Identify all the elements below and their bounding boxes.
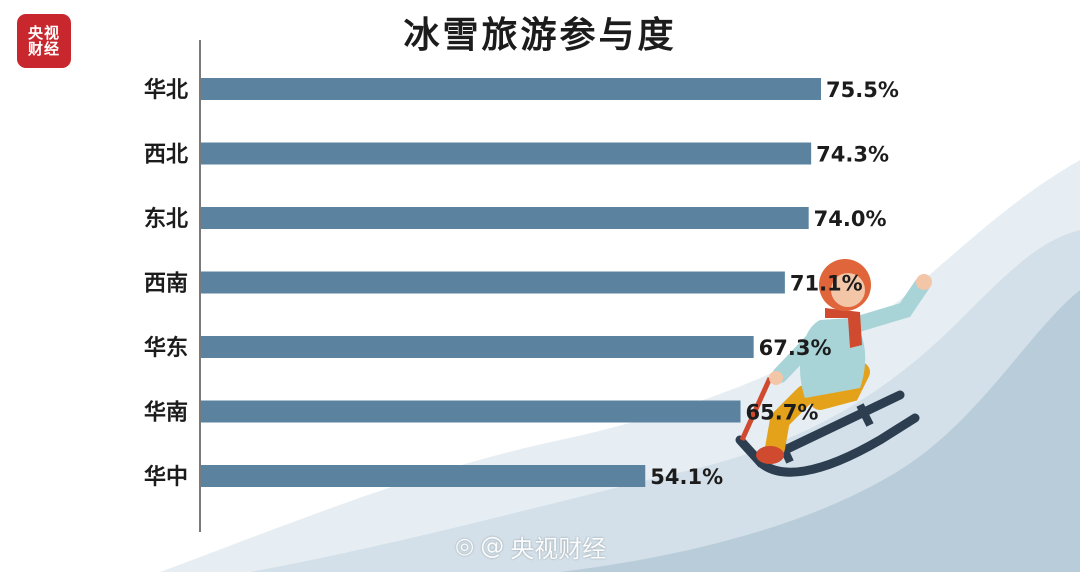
- bar-6: [201, 465, 646, 487]
- category-label-2: 东北: [144, 206, 188, 232]
- category-label-3: 西南: [144, 272, 188, 297]
- category-label-5: 华南: [144, 400, 188, 426]
- weibo-icon: ◎: [455, 533, 475, 559]
- bar-3: [201, 271, 785, 294]
- bar-2: [201, 207, 809, 229]
- category-label-6: 华中: [144, 464, 188, 490]
- cctv-finance-logo: 央视财经: [17, 14, 71, 68]
- watermark-at: @: [480, 532, 505, 560]
- category-label-1: 西北: [144, 143, 188, 168]
- chart-title: 冰雪旅游参与度: [403, 15, 677, 56]
- sled-rider-figure: [735, 259, 932, 477]
- bar-5: [201, 400, 741, 423]
- value-label-6: 54.1%: [650, 465, 723, 489]
- logo-text: 央视财经: [27, 24, 60, 58]
- snow-slope-near: [560, 290, 1080, 572]
- category-label-0: 华北: [144, 77, 188, 103]
- watermark-handle: 央视财经: [510, 534, 607, 563]
- value-label-2: 74.0%: [814, 207, 887, 231]
- value-label-0: 75.5%: [826, 78, 899, 102]
- category-label-4: 华东: [144, 335, 188, 361]
- value-label-5: 65.7%: [746, 401, 819, 425]
- bar-0: [201, 78, 821, 100]
- value-label-4: 67.3%: [759, 336, 832, 360]
- value-label-3: 71.1%: [790, 272, 863, 296]
- watermark: ◎ @ 央视财经: [455, 530, 607, 563]
- bar-4: [201, 336, 754, 358]
- bar-1: [201, 142, 812, 165]
- value-label-1: 74.3%: [816, 143, 889, 167]
